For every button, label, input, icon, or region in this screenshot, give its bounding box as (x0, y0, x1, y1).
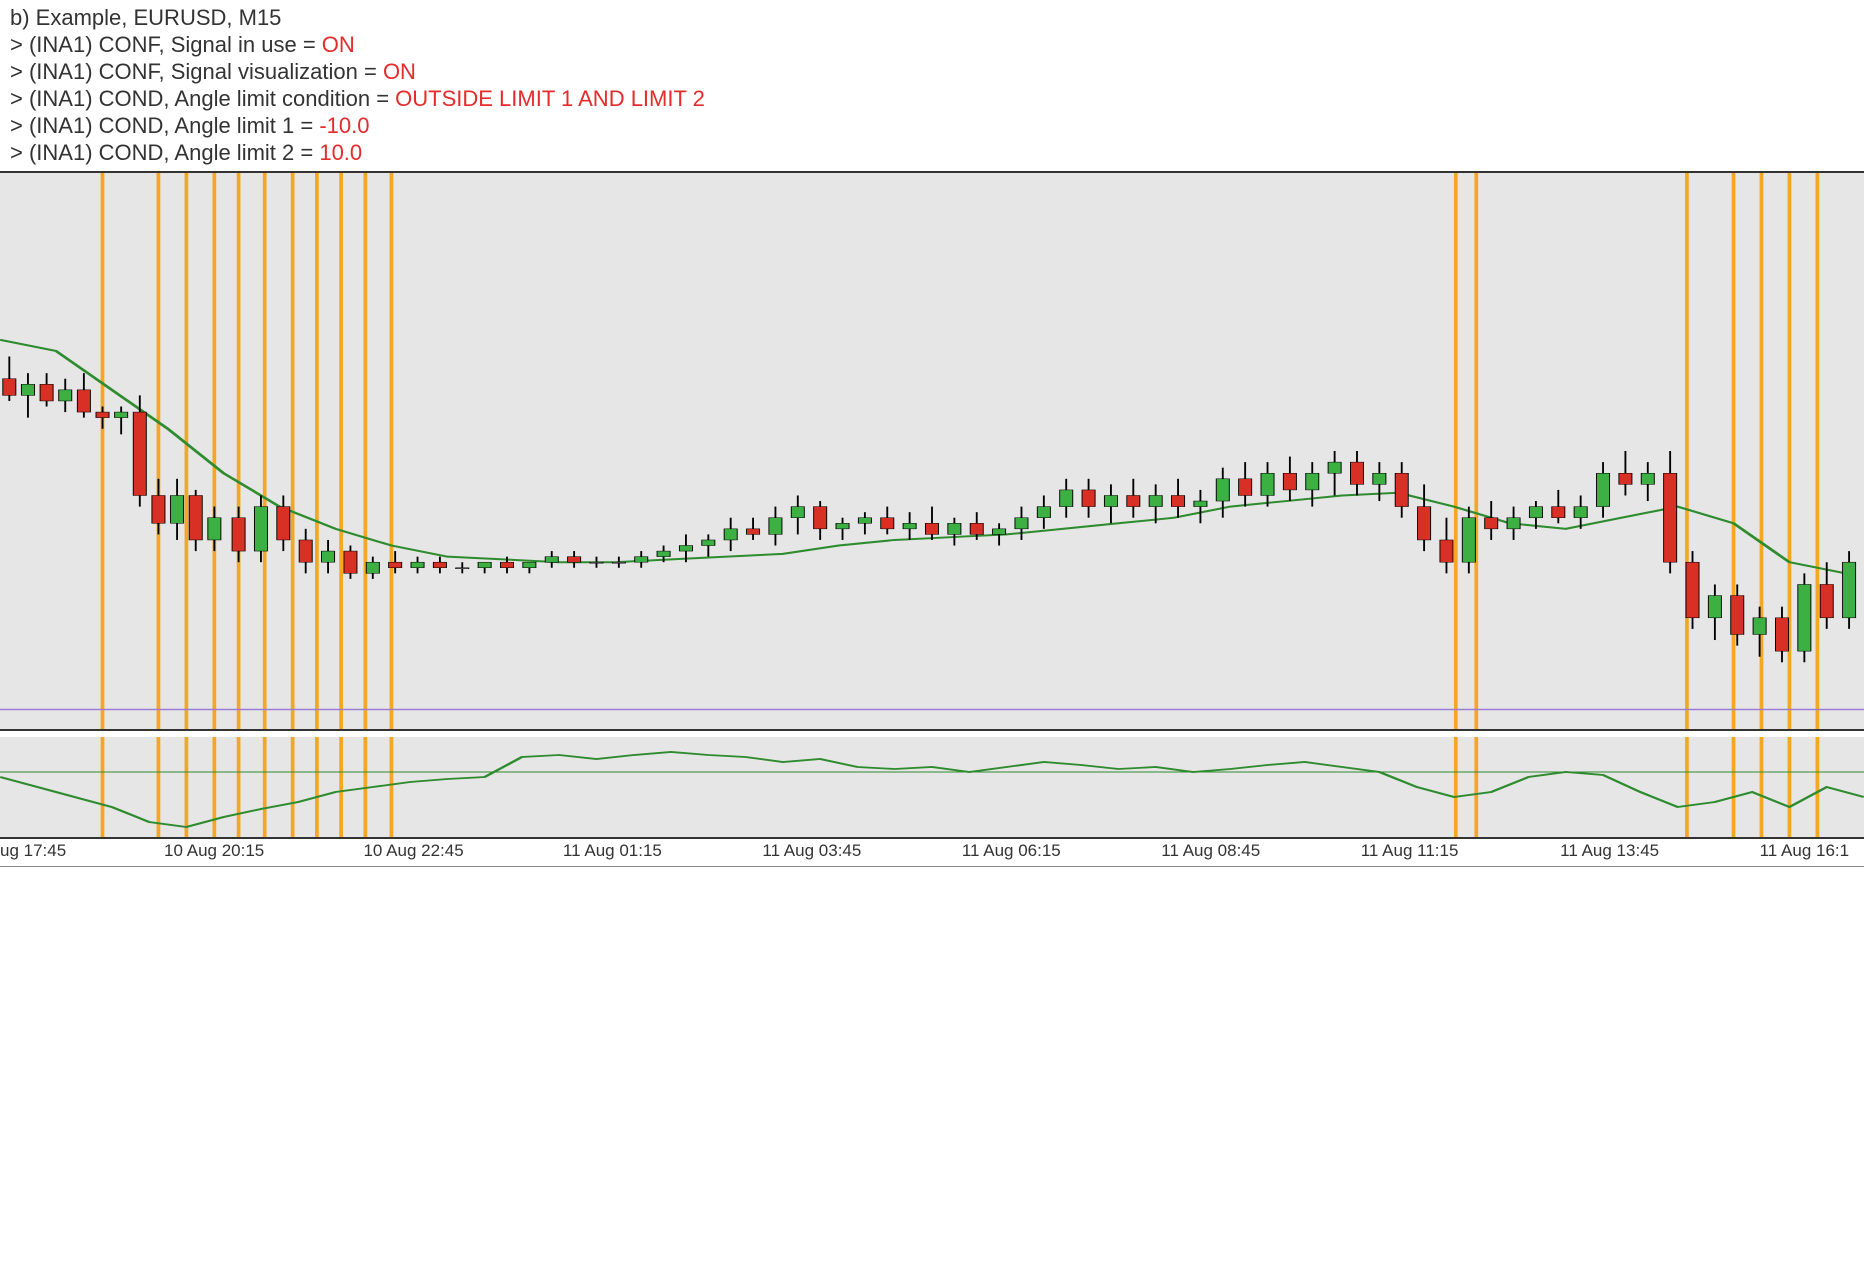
config-line: > (INA1) COND, Angle limit 1 = -10.0 (10, 113, 1854, 139)
config-line: > (INA1) COND, Angle limit condition = O… (10, 86, 1854, 112)
config-prefix: > (INA1) COND, Angle limit 1 = (10, 113, 319, 138)
config-line: > (INA1) CONF, Signal visualization = ON (10, 59, 1854, 85)
config-prefix: > (INA1) CONF, Signal in use = (10, 32, 322, 57)
time-axis-label: 11 Aug 03:45 (762, 841, 861, 861)
config-prefix: > (INA1) COND, Angle limit condition = (10, 86, 395, 111)
time-axis-label: 10 Aug 20:15 (164, 841, 264, 861)
time-axis-label: 11 Aug 11:15 (1361, 841, 1459, 861)
time-axis-label: ug 17:45 (0, 841, 66, 861)
config-value: OUTSIDE LIMIT 1 AND LIMIT 2 (395, 86, 705, 111)
config-prefix: > (INA1) COND, Angle limit 2 = (10, 140, 319, 165)
time-axis-label: 11 Aug 08:45 (1161, 841, 1260, 861)
time-axis-label: 11 Aug 16:1 (1760, 841, 1850, 861)
config-line: > (INA1) CONF, Signal in use = ON (10, 32, 1854, 58)
configuration-header: b) Example, EURUSD, M15 > (INA1) CONF, S… (0, 0, 1864, 171)
chart-container: ug 17:45 10 Aug 20:15 10 Aug 22:45 11 Aug 0… (0, 171, 1864, 867)
time-axis-label: 11 Aug 13:45 (1560, 841, 1659, 861)
config-line: > (INA1) COND, Angle limit 2 = 10.0 (10, 140, 1854, 166)
config-value: ON (322, 32, 355, 57)
config-value: 10.0 (319, 140, 362, 165)
chart-title: b) Example, EURUSD, M15 (10, 5, 1854, 31)
indicator-oscillator-chart[interactable] (0, 731, 1864, 839)
config-value: ON (383, 59, 416, 84)
main-candlestick-chart[interactable] (0, 171, 1864, 731)
time-axis: ug 17:45 10 Aug 20:15 10 Aug 22:45 11 Aug 0… (0, 839, 1864, 867)
time-axis-label: 10 Aug 22:45 (363, 841, 463, 861)
time-axis-label: 11 Aug 01:15 (563, 841, 662, 861)
config-value: -10.0 (319, 113, 369, 138)
time-axis-label: 11 Aug 06:15 (962, 841, 1061, 861)
config-prefix: > (INA1) CONF, Signal visualization = (10, 59, 383, 84)
